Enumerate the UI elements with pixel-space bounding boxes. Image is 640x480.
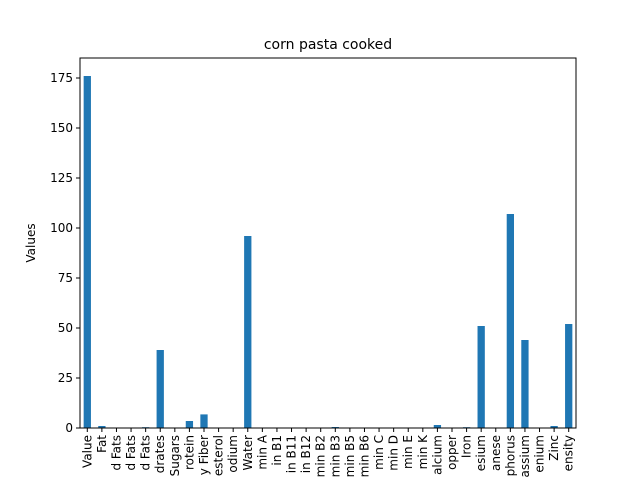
- axes-frame: [79, 57, 577, 429]
- y-tick-label: 175: [50, 71, 73, 85]
- x-tick-label: assium: [518, 435, 532, 478]
- x-tick-label: in B12: [299, 435, 313, 473]
- x-tick-label: Iron: [460, 435, 474, 458]
- bar: [244, 236, 252, 428]
- y-tick-label: 25: [58, 371, 73, 385]
- x-tick-label: drates: [153, 435, 167, 473]
- x-tick-label: Zinc: [547, 435, 561, 461]
- x-tick-label: in B11: [285, 435, 299, 473]
- bar: [477, 326, 485, 428]
- x-tick-label: min D: [387, 435, 401, 471]
- x-tick-label: ensity: [562, 435, 576, 471]
- x-tick-label: anese: [489, 435, 503, 471]
- x-tick-label: Sugars: [168, 435, 182, 476]
- bar: [98, 426, 106, 428]
- y-axis-label: Values: [24, 223, 38, 262]
- x-tick-label: d Fats: [109, 435, 123, 471]
- x-tick-label: Fat: [95, 435, 109, 453]
- chart-title: corn pasta cooked: [264, 37, 392, 53]
- x-tick-label: opper: [445, 435, 459, 470]
- x-tick-label: min B3: [328, 435, 342, 477]
- bar: [185, 421, 194, 428]
- x-tick-label: rotein: [182, 435, 196, 470]
- x-tick-label: min B2: [314, 435, 328, 477]
- x-tick-label: y Fiber: [197, 435, 211, 475]
- y-tick-label: 0: [65, 421, 73, 435]
- x-tick-label: min B5: [343, 435, 357, 477]
- bar: [433, 425, 442, 428]
- x-tick-label: min C: [372, 435, 386, 470]
- x-tick-label: in B1: [270, 435, 284, 466]
- x-tick-label: esium: [474, 435, 488, 471]
- bar: [565, 324, 573, 428]
- x-tick-label: phorus: [503, 435, 517, 476]
- x-tick-label: odium: [226, 435, 240, 473]
- y-tick-label: 75: [58, 271, 73, 285]
- bar: [521, 340, 529, 428]
- bar: [156, 350, 164, 428]
- bar: [83, 76, 91, 428]
- x-tick-label: min A: [255, 434, 269, 469]
- bar: [200, 414, 208, 428]
- x-tick-label: Water: [241, 435, 255, 471]
- x-tick-label: enium: [533, 435, 547, 473]
- x-tick-label: esterol: [212, 435, 226, 476]
- x-tick-label: d Fats: [124, 435, 138, 471]
- bar: [506, 214, 514, 428]
- y-tick-label: 50: [58, 321, 73, 335]
- bar: [550, 426, 558, 428]
- x-tick-label: d Fats: [139, 435, 153, 471]
- x-tick-label: Value: [80, 435, 94, 468]
- x-tick-label: min K: [416, 434, 430, 469]
- y-tick-label: 125: [50, 171, 73, 185]
- x-tick-label: min E: [401, 435, 415, 469]
- x-tick-label: min B6: [357, 435, 371, 477]
- y-tick-label: 150: [50, 121, 73, 135]
- x-tick-label: alcium: [430, 435, 444, 475]
- y-tick-label: 100: [50, 221, 73, 235]
